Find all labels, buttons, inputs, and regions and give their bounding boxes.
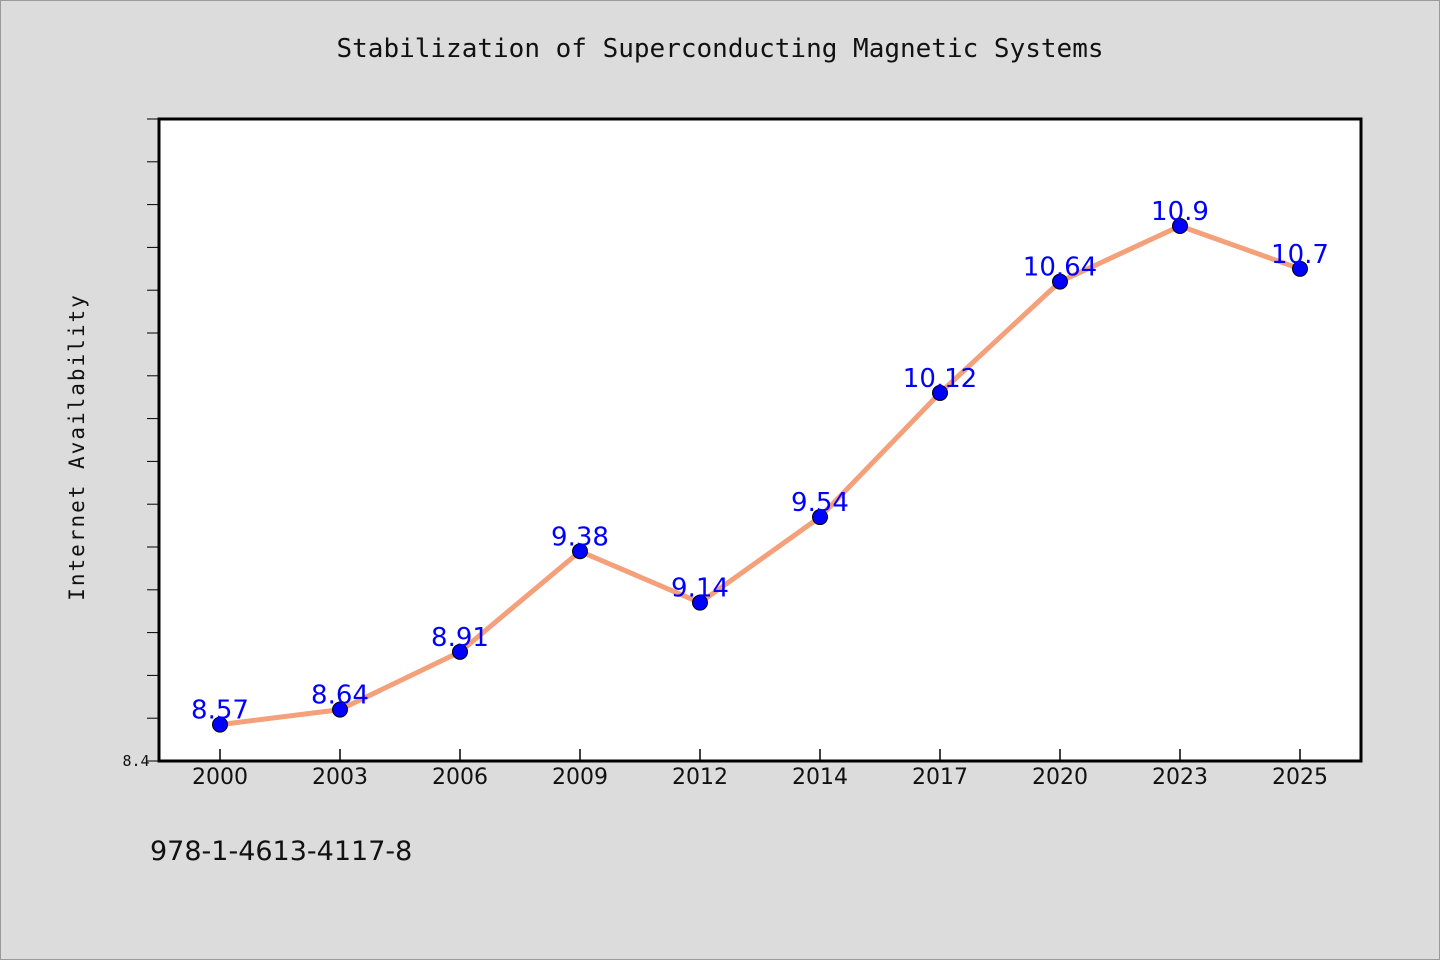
series-line xyxy=(217,223,1303,728)
x-tick-label: 2006 xyxy=(432,765,488,790)
data-point xyxy=(572,543,588,560)
x-tick-label: 2023 xyxy=(1152,765,1208,790)
data-label: 8.57 xyxy=(191,696,249,726)
data-labels: 8.57 8.64 8.91 9.38 9.14 9.54 10.12 10.64 10.9 10… xyxy=(191,197,1329,726)
y-tick-label-min: 8.4 xyxy=(122,752,149,770)
x-tick-label: 2012 xyxy=(672,765,728,790)
data-label: 10.9 xyxy=(1151,197,1209,227)
x-tick-label: 2017 xyxy=(912,765,968,790)
data-point xyxy=(452,643,468,660)
data-point xyxy=(1172,218,1188,234)
data-label: 10.12 xyxy=(903,364,977,394)
x-tick-label: 2000 xyxy=(192,765,248,790)
x-tick-label: 2009 xyxy=(552,765,608,790)
data-label: 8.91 xyxy=(431,623,489,653)
data-label: 9.38 xyxy=(551,522,609,552)
data-label: 10.64 xyxy=(1023,253,1097,283)
data-point xyxy=(812,509,828,526)
chart-title: Stabilization of Superconducting Magneti… xyxy=(336,34,1104,64)
y-axis-ticks xyxy=(147,118,159,762)
x-axis-ticks: 2000 2003 2006 2009 2012 2014 2017 2020 2023 2025 xyxy=(192,749,1328,790)
data-point xyxy=(332,701,348,718)
data-markers xyxy=(212,218,1308,733)
data-label: 8.64 xyxy=(311,681,369,711)
data-label: 10.7 xyxy=(1271,240,1329,270)
data-point xyxy=(1052,273,1068,290)
x-tick-label: 2020 xyxy=(1032,765,1088,790)
data-label: 9.14 xyxy=(671,574,729,604)
data-point xyxy=(1292,260,1308,277)
plot-area xyxy=(157,117,1363,763)
x-tick-label: 2003 xyxy=(312,765,368,790)
data-point xyxy=(212,716,228,733)
x-tick-label: 2025 xyxy=(1272,765,1328,790)
data-point xyxy=(692,594,708,611)
data-label: 9.54 xyxy=(791,488,849,518)
x-tick-label: 2014 xyxy=(792,765,848,790)
footer-identifier: 978-1-4613-4117-8 xyxy=(150,836,413,867)
data-point xyxy=(932,384,948,401)
